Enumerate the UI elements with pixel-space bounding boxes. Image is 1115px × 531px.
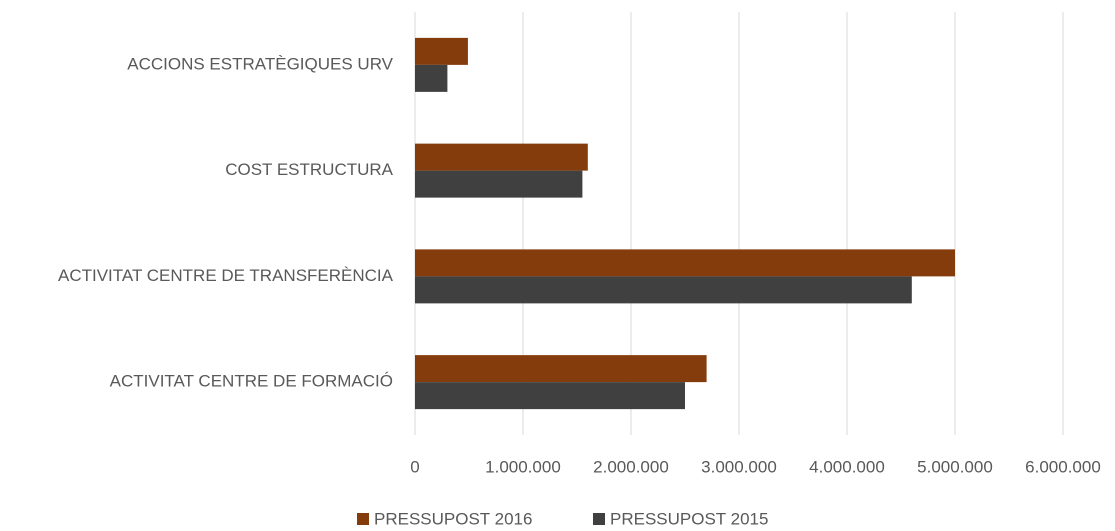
y-tick-label: ACTIVITAT CENTRE DE FORMACIÓ <box>110 372 393 391</box>
x-tick-label: 2.000.000 <box>593 457 669 476</box>
x-tick-label: 4.000.000 <box>809 457 885 476</box>
bar <box>415 355 707 383</box>
bar <box>415 249 955 277</box>
x-tick-label: 5.000.000 <box>917 457 993 476</box>
legend-label: PRESSUPOST 2015 <box>610 509 768 528</box>
bar <box>415 143 588 171</box>
bar <box>415 382 685 410</box>
bar <box>415 276 912 304</box>
y-tick-label: ACCIONS ESTRATÈGIQUES URV <box>127 54 393 73</box>
y-tick-label: ACTIVITAT CENTRE DE TRANSFERÈNCIA <box>58 266 394 285</box>
x-tick-label: 1.000.000 <box>485 457 561 476</box>
x-tick-label: 3.000.000 <box>701 457 777 476</box>
legend-label: PRESSUPOST 2016 <box>374 509 532 528</box>
x-tick-label: 6.000.000 <box>1025 457 1101 476</box>
legend-swatch <box>593 513 605 525</box>
x-tick-label: 0 <box>410 457 419 476</box>
legend-swatch <box>357 513 369 525</box>
bar <box>415 37 468 65</box>
y-tick-label: COST ESTRUCTURA <box>225 160 393 179</box>
bar <box>415 64 448 92</box>
bar <box>415 170 583 198</box>
